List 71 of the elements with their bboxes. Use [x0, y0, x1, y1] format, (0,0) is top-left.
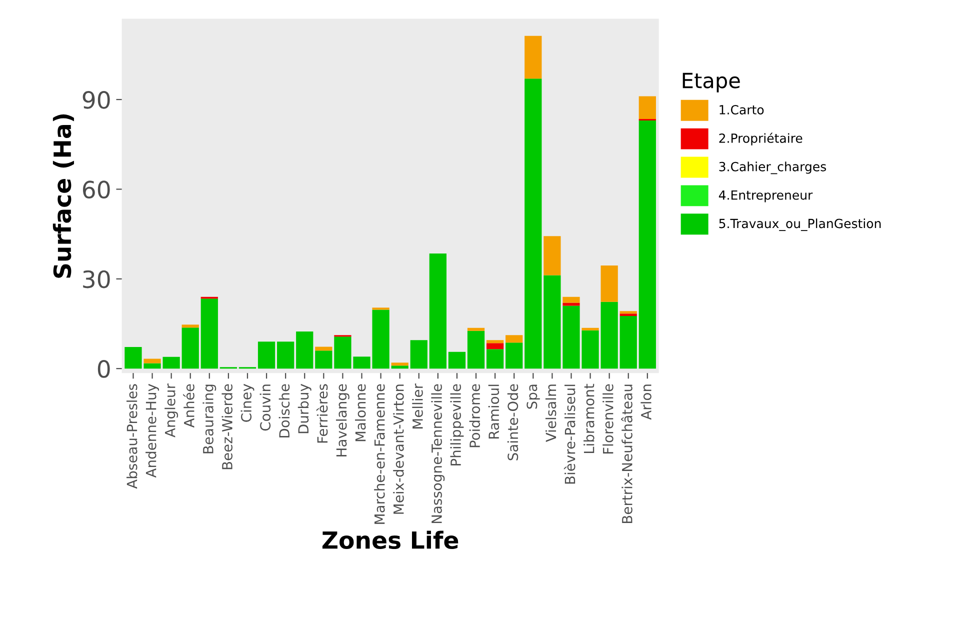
x-tick-label: Angleur: [164, 383, 178, 438]
x-tick-label: Andenne-Huy: [146, 384, 159, 478]
bar: [258, 342, 276, 369]
bar: [524, 78, 542, 369]
x-tick-label: Havelange: [336, 384, 350, 456]
bar: [562, 302, 580, 306]
x-tick-label: Marche-en-Famenne: [374, 384, 385, 524]
y-tick-label: 90: [82, 90, 110, 109]
legend-label: 3.Cahier_charges: [719, 162, 826, 174]
bar: [486, 349, 504, 369]
x-tick-label: Arlon: [640, 384, 652, 420]
y-tick-label: 60: [82, 180, 110, 199]
x-tick-label: Durbuy: [298, 384, 312, 434]
bar: [600, 265, 618, 302]
bar: [467, 328, 485, 331]
x-tick-label: Philippeville: [450, 384, 464, 466]
x-tick-label: Vielsalm: [545, 384, 556, 442]
x-axis-title: Zones Life: [322, 530, 458, 550]
bar: [582, 328, 599, 330]
bar: [182, 328, 199, 369]
x-tick-label: Meix-devant-Virton: [393, 384, 404, 514]
bar: [638, 120, 656, 369]
bar: [544, 236, 561, 276]
x-tick-label: Bièvre-Paliseul: [564, 384, 576, 484]
x-tick-label: Ramioul: [488, 384, 500, 439]
bar: [486, 343, 504, 350]
x-tick-label: Couvin: [260, 384, 271, 431]
bar: [448, 352, 466, 369]
bar: [467, 330, 485, 369]
x-tick-label: Beez-Wierde: [222, 384, 232, 470]
legend-label: 4.Entrepreneur: [718, 190, 813, 202]
legend-title: Etape: [682, 72, 740, 92]
bar: [562, 296, 580, 303]
bar: [296, 332, 314, 369]
x-tick-label: Mellier: [412, 383, 423, 428]
bar: [620, 316, 637, 369]
bar: [277, 342, 294, 369]
bar: [620, 311, 637, 314]
y-axis-title: Surface (Ha): [52, 114, 74, 278]
bar: [524, 36, 542, 79]
legend-label: 2.Propriétaire: [719, 132, 802, 146]
bar: [315, 350, 332, 369]
x-tick-label: Poidrome: [469, 384, 480, 448]
bar: [391, 362, 408, 366]
x-tick-label: Nassogne-Tenneville: [431, 384, 445, 524]
x-tick-label: Malonne: [355, 384, 366, 442]
bar: [506, 342, 523, 369]
x-tick-label: Anhée: [183, 384, 194, 428]
x-tick-label: Libramont: [584, 384, 594, 454]
legend-label: 5.Travaux_ou_PlanGestion: [719, 218, 881, 231]
x-tick-label: Doische: [278, 384, 290, 438]
y-tick-label: 30: [83, 270, 110, 288]
y-tick-label: 0: [98, 360, 110, 378]
x-tick-label: Florenville: [602, 384, 614, 454]
bar: [144, 358, 161, 364]
bar: [486, 340, 504, 344]
bar: [429, 253, 446, 369]
x-tick-label: Sainte-Ode: [507, 384, 518, 460]
bar: [410, 340, 428, 369]
bar: [182, 324, 199, 328]
bar: [200, 298, 218, 369]
bar: [506, 335, 523, 343]
x-tick-label: Bertrix-Neufchâteau: [621, 384, 632, 524]
x-tick-label: Spa: [526, 384, 540, 409]
legend-label: 1.Carto: [720, 105, 764, 114]
bar: [391, 366, 408, 369]
x-tick-label: Abseau-Presles: [126, 384, 138, 489]
x-tick-label: Ciney: [240, 384, 254, 422]
bar: [638, 96, 656, 119]
x-tick-label: Ferrières: [316, 384, 328, 443]
x-tick-label: Beauraing: [202, 384, 216, 454]
